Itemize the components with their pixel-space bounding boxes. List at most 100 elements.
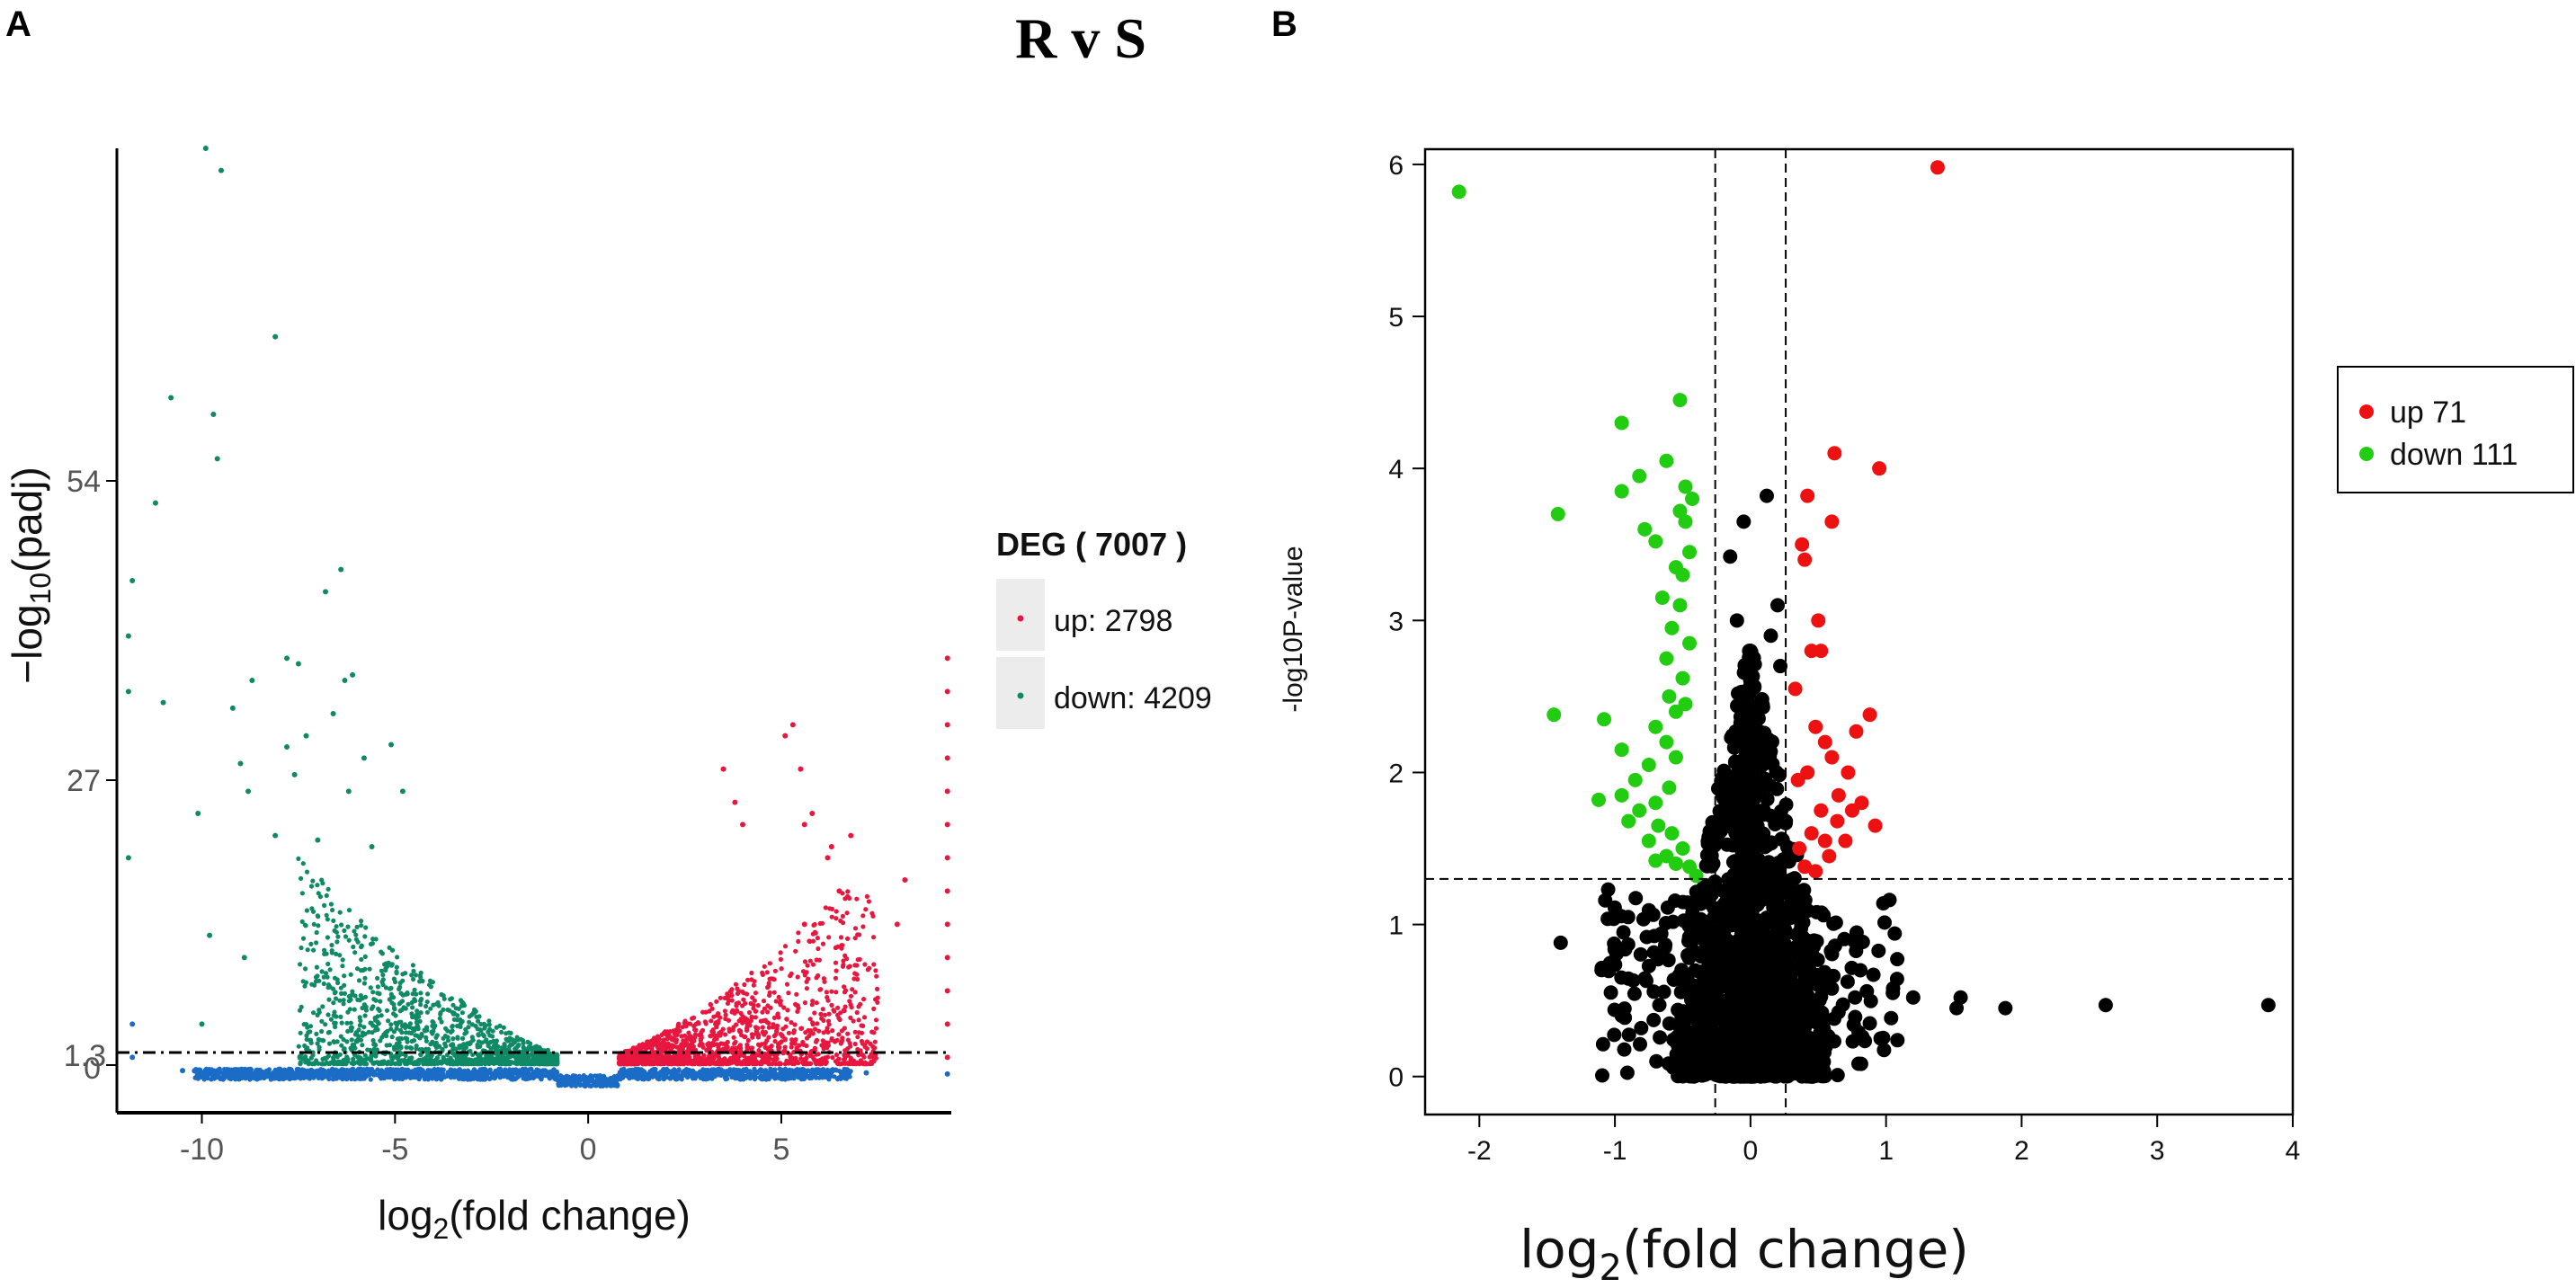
panel-a-cloud-point (325, 935, 330, 940)
panel-a-cloud-point (403, 1006, 408, 1011)
panel-a-cloud-point (584, 1079, 589, 1085)
panel-a-cloud-point (302, 983, 308, 989)
panel-a-cloud-point (766, 1020, 771, 1026)
panel-a-cloud-point (409, 1011, 414, 1017)
panel-a-cloud-point (605, 1080, 611, 1086)
panel-a-cloud-point (847, 895, 852, 902)
panel-a-point-down (125, 855, 131, 861)
panel-a-cloud-point (334, 951, 339, 956)
panel-a-cloud-point (810, 1031, 816, 1036)
panel-a-cloud-point (744, 1055, 749, 1061)
panel-a-cloud-point (833, 960, 839, 965)
panel-a-ylabel-sub: 10 (24, 573, 57, 605)
panel-a-point-up (944, 888, 950, 894)
panel-a-cloud-point (873, 1017, 879, 1023)
panel-a-point-down (241, 955, 247, 961)
panel-a-cloud-point (521, 1069, 526, 1074)
panel-a-cloud-point (700, 1042, 705, 1047)
panel-a-cloud-point (469, 1022, 476, 1027)
panel-a-cloud-point (640, 1061, 646, 1067)
panel-a-point-up (836, 888, 842, 894)
panel-a-cloud-point (791, 1076, 797, 1081)
panel-a-cloud-point (386, 1018, 391, 1024)
panel-a-cloud-point (792, 1022, 798, 1027)
panel-a-cloud-point (431, 1002, 436, 1008)
panel-a-cloud-point (749, 970, 754, 976)
panel-a-cloud-point (482, 1026, 487, 1031)
panel-a-cloud-point (691, 1038, 696, 1044)
panel-a-cloud-point (430, 1039, 435, 1044)
panel-a-cloud-point (755, 1026, 761, 1031)
panel-a-cloud-point (299, 875, 304, 882)
panel-a-cloud-point (384, 1008, 390, 1013)
panel-a-cloud-point (447, 1008, 452, 1013)
panel-a-cloud-point (412, 987, 417, 992)
panel-a-cloud-point (870, 913, 876, 919)
panel-a-cloud-point (542, 1058, 548, 1063)
panel-a-cloud-point (342, 990, 347, 996)
panel-a-cloud-point (618, 1074, 623, 1079)
panel-a-cloud-point (735, 1054, 740, 1060)
panel-a-cloud-point (359, 1058, 364, 1063)
panel-a-cloud-point (376, 1006, 381, 1012)
panel-a-cloud-point (764, 970, 770, 975)
panel-a-cloud-point (232, 1067, 237, 1072)
panel-a-cloud-point (557, 1079, 562, 1084)
panel-a-cloud-point (362, 1013, 368, 1018)
panel-a-cloud-point (321, 981, 326, 987)
panel-a-cloud-point (397, 986, 402, 991)
panel-a-cloud-point (572, 1073, 577, 1079)
panel-a-cloud-point (472, 1007, 477, 1012)
panel-a-cloud-point (427, 978, 433, 983)
panel-a-point-down (199, 1021, 205, 1027)
panel-a-point-down (245, 788, 252, 795)
panel-a-cloud-point (486, 1061, 492, 1066)
panel-a-legend-marker-down (1017, 692, 1024, 699)
panel-a-cloud-point (337, 1052, 343, 1057)
panel-a-cloud-point (257, 1069, 263, 1074)
panel-a-cloud-point (799, 1026, 805, 1031)
panel-a-cloud-point (427, 1068, 432, 1073)
panel-a-cloud-point (379, 951, 385, 956)
panel-a-cloud-point (801, 1057, 807, 1062)
panel-a-cloud-point (371, 1060, 378, 1065)
panel-a-cloud-point (848, 993, 854, 999)
panel-a-cloud-point (830, 1028, 835, 1034)
panel-a-cloud-point (816, 946, 821, 952)
panel-a-cloud-point (842, 896, 848, 902)
panel-a-cloud-point (785, 1008, 790, 1013)
panel-a-cloud-point (755, 1042, 762, 1047)
panel-a-cloud-point (691, 1044, 697, 1049)
panel-a-cloud-point (852, 926, 859, 931)
panel-a-cloud-point (398, 1045, 404, 1051)
panel-a-cloud-point (746, 1009, 753, 1016)
panel-a-cloud-point (425, 991, 431, 997)
panel-a-cloud-point (389, 1035, 395, 1040)
panel-a-cloud-point (845, 1037, 851, 1043)
panel-a-cloud-point (313, 979, 318, 984)
panel-a-cloud-point (742, 982, 747, 988)
panel-a-cloud-point (842, 1004, 848, 1009)
panel-a-cloud-point (450, 1051, 455, 1056)
panel-a-cloud-point (338, 985, 343, 990)
panel-a-cloud-point (439, 991, 444, 998)
panel-a-cloud-point (645, 1061, 650, 1066)
panel-a-cloud-point (529, 1052, 534, 1057)
panel-a-cloud-point (819, 1073, 825, 1079)
panel-a-point-up (828, 844, 834, 849)
panel-a-cloud-point (657, 1060, 663, 1065)
panel-a-cloud-point (735, 990, 741, 996)
panel-a-cloud-point (673, 1054, 679, 1060)
panel-a-cloud-point (845, 1031, 851, 1036)
panel-a-point-down (229, 705, 236, 711)
panel-a-cloud-point (409, 973, 414, 978)
panel-a-cloud-point (795, 1068, 800, 1073)
panel-a-legend-title: DEG ( 7007 ) (996, 526, 1187, 563)
panel-a-cloud-point (344, 1020, 350, 1026)
panel-a-cloud-point (532, 1072, 538, 1078)
panel-a-cloud-point (333, 1068, 339, 1073)
panel-a-cloud-point (548, 1070, 554, 1075)
panel-a-point-down (249, 678, 255, 683)
panel-a-cloud-point (308, 1055, 314, 1061)
